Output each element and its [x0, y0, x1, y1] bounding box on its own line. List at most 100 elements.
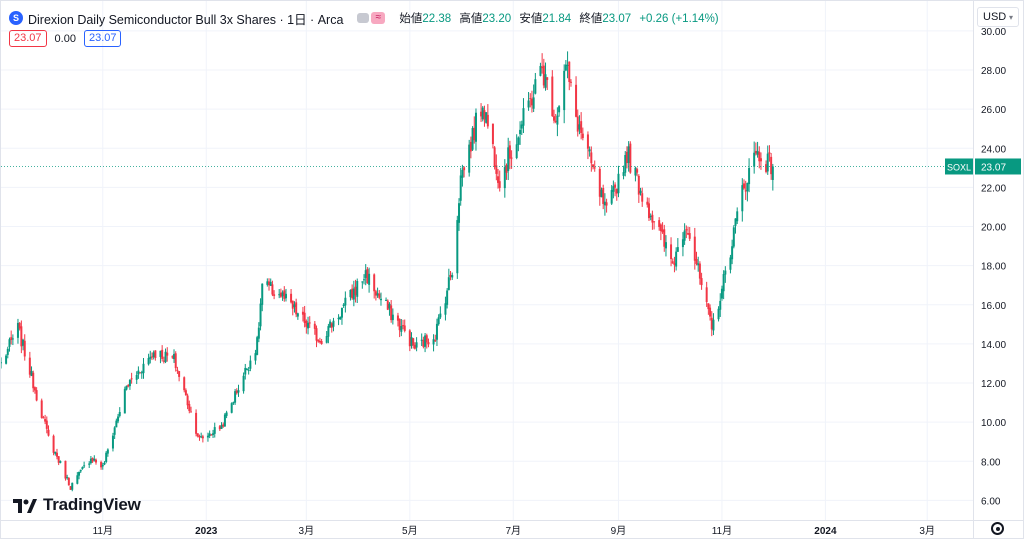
candle-body: [103, 462, 106, 465]
candle-body: [554, 120, 557, 122]
candle-body: [308, 322, 311, 324]
candle-body: [586, 134, 589, 149]
candle-body: [173, 353, 176, 360]
candle-body: [59, 461, 62, 463]
candle-body: [390, 305, 393, 321]
candle-body: [142, 363, 145, 374]
candle-body: [100, 462, 103, 468]
candle-body: [422, 339, 425, 347]
buy-price-box[interactable]: 23.07: [83, 30, 122, 47]
candle-body: [178, 371, 181, 377]
candle-body: [624, 155, 627, 173]
candle-body: [569, 81, 572, 83]
candle-body: [57, 456, 60, 463]
candle-body: [225, 412, 228, 416]
y-tick-label: 12.00: [981, 379, 1006, 390]
candle-body: [313, 323, 316, 329]
currency-select[interactable]: USD ▾: [977, 7, 1019, 27]
candle-body: [64, 460, 67, 479]
candle-body: [683, 230, 686, 241]
candle-body: [724, 270, 727, 275]
candle-body: [305, 320, 308, 327]
candle-body: [481, 107, 484, 120]
candle-body: [474, 112, 477, 142]
candle-body: [578, 124, 581, 130]
candle-body: [719, 300, 722, 310]
candle-body: [688, 233, 691, 239]
candle-body: [71, 482, 74, 490]
symbol-logo-icon: S: [9, 11, 23, 25]
low-value: 21.84: [542, 13, 572, 25]
candle-body: [709, 307, 712, 317]
candle-body: [581, 133, 584, 139]
candle-body: [208, 433, 211, 437]
candle-body: [284, 293, 287, 299]
candle-body: [200, 436, 203, 438]
candle-body: [551, 76, 554, 117]
candle-body: [648, 203, 650, 219]
candle-body: [127, 384, 130, 387]
candle-body: [183, 377, 186, 391]
candle-body: [5, 355, 8, 364]
candle-body: [296, 313, 299, 317]
candle-body: [83, 465, 86, 467]
candle-body: [105, 452, 108, 462]
ohlc-values: 始値22.38 高値23.20 安値21.84 終値23.07 +0.26 (+…: [399, 10, 718, 26]
candle-body: [184, 390, 187, 396]
candle-body: [456, 220, 459, 274]
sell-price-box[interactable]: 23.07: [9, 30, 47, 47]
compare-button[interactable]: ≈: [371, 12, 386, 24]
candle-body: [544, 74, 547, 88]
change-value: +0.26 (+1.14%): [639, 13, 719, 25]
candle-body: [106, 449, 109, 454]
candle-body: [16, 322, 19, 338]
candle-body: [244, 367, 247, 375]
x-tick-label: 7月: [506, 525, 522, 537]
candle-body: [685, 229, 688, 231]
candle-body: [403, 325, 406, 331]
candle-body: [605, 202, 608, 206]
x-tick-label: 5月: [402, 525, 418, 537]
hide-legend-button[interactable]: [357, 13, 370, 23]
candle-body: [164, 351, 167, 363]
tradingview-logo[interactable]: TradingView: [13, 495, 141, 515]
candle-body: [232, 402, 235, 404]
last-price-label-bg: [975, 158, 1021, 175]
candle-body: [342, 304, 345, 306]
candle-body: [556, 115, 559, 125]
candle-body: [698, 263, 701, 279]
candle-body: [115, 420, 118, 428]
candle-body: [627, 146, 630, 164]
candle-body: [320, 341, 323, 345]
candle-body: [629, 143, 632, 173]
candle-body: [710, 317, 713, 330]
candle-body: [295, 302, 298, 315]
candle-body: [235, 390, 238, 394]
x-tick-label: 3月: [299, 525, 315, 537]
candle-body: [283, 290, 286, 299]
close-value: 23.07: [602, 13, 632, 25]
candle-body: [78, 471, 81, 476]
logo-text: TradingView: [43, 495, 141, 514]
candle-body: [189, 411, 192, 413]
candle-body: [469, 141, 472, 152]
candle-body: [659, 224, 662, 232]
candle-body: [722, 274, 725, 292]
candle-body: [140, 372, 143, 374]
candle-body: [480, 111, 483, 117]
candle-body: [152, 352, 155, 358]
candle-body: [213, 427, 216, 434]
candle-body: [137, 370, 140, 375]
candle-body: [534, 79, 537, 94]
candle-body: [497, 176, 500, 183]
symbol-title[interactable]: Direxion Daily Semiconductor Bull 3x Sha…: [28, 12, 344, 27]
gear-icon[interactable]: [991, 522, 1004, 535]
open-value: 22.38: [422, 13, 452, 25]
candle-body: [415, 342, 418, 348]
last-price-label: 23.07: [981, 162, 1006, 173]
candle-body: [522, 108, 525, 126]
candle-body: [707, 303, 710, 310]
